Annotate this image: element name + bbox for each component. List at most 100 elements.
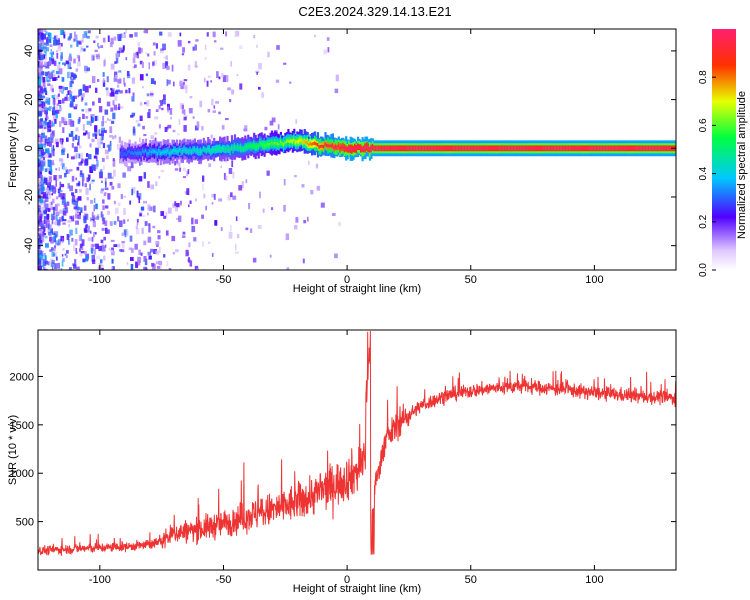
spectrogram-noise-cell	[52, 206, 56, 211]
spectrogram-noise-cell	[110, 87, 113, 91]
spectrogram-noise-cell	[335, 74, 339, 82]
spectrogram-noise-cell	[213, 105, 216, 109]
x-tick-label: -100	[89, 574, 111, 586]
spectrogram-noise-cell	[41, 42, 44, 50]
spectrogram-noise-cell	[53, 232, 56, 236]
spectrogram-ridge-cell	[270, 141, 274, 145]
spectrogram-marks	[38, 29, 676, 270]
spectrogram-noise-cell	[90, 116, 93, 123]
spectrogram-noise-cell	[155, 250, 160, 255]
spectrogram-noise-cell	[62, 118, 67, 124]
spectrogram-noise-cell	[49, 141, 52, 147]
spectrogram-noise-cell	[83, 48, 86, 52]
spectrogram-noise-cell	[208, 163, 212, 168]
spectrogram-noise-cell	[65, 60, 69, 65]
x-tick-label: 100	[585, 574, 603, 586]
spectrogram-noise-cell	[88, 85, 91, 89]
spectrogram-noise-cell	[175, 206, 178, 212]
spectrogram-noise-cell	[105, 181, 107, 188]
spectrogram-noise-cell	[77, 213, 81, 220]
spectrogram-noise-cell	[55, 112, 58, 119]
spectrogram-ridge-cell	[601, 147, 604, 150]
spectrogram-noise-cell	[203, 77, 206, 83]
spectrogram-noise-cell	[81, 39, 84, 43]
spectrogram-ridge-cell	[597, 147, 600, 150]
spectrogram-noise-cell	[94, 125, 98, 132]
spectrogram-ridge-cell	[244, 145, 247, 150]
spectrogram-noise-cell	[144, 29, 149, 34]
spectrogram-ridge-cell	[346, 147, 349, 151]
spectrogram-noise-cell	[55, 240, 60, 245]
spectrogram-noise-cell	[64, 173, 67, 178]
spectrogram-noise-cell	[81, 158, 84, 162]
spectrogram-noise-cell	[112, 158, 115, 161]
spectrogram-noise-cell	[229, 99, 232, 103]
spectrogram-ridge-cell	[625, 147, 628, 150]
spectrogram-noise-cell	[121, 49, 125, 53]
spectrogram-noise-cell	[162, 62, 166, 69]
spectrogram-noise-cell	[160, 169, 165, 173]
spectrogram-noise-cell	[47, 160, 52, 167]
spectrogram-noise-cell	[61, 215, 64, 221]
spectrogram-noise-cell	[109, 141, 112, 146]
spectrogram-noise-cell	[80, 250, 85, 254]
spectrogram-noise-cell	[38, 171, 41, 179]
spectrogram-noise-cell	[69, 169, 73, 172]
spectrogram-noise-cell	[245, 227, 249, 231]
spectrogram-noise-cell	[109, 221, 113, 226]
spectrogram-noise-cell	[183, 125, 187, 132]
spectrogram-ridge-cell	[469, 147, 472, 150]
spectrogram-noise-cell	[91, 114, 96, 117]
spectrogram-noise-cell	[80, 207, 83, 213]
spectrogram-noise-cell	[93, 164, 96, 171]
spectrogram-ridge-cell	[309, 141, 312, 146]
spectrogram-ridge-cell	[181, 149, 185, 153]
spectrogram-noise-cell	[181, 53, 185, 56]
spectrogram-noise-cell	[117, 202, 121, 206]
x-tick-label: -100	[89, 274, 111, 286]
spectrogram-ridge-cell	[407, 147, 410, 150]
spectrogram-noise-cell	[75, 248, 78, 254]
spectrogram-ridge-cell	[649, 147, 652, 150]
spectrogram-noise-cell	[80, 160, 84, 164]
spectrogram-noise-cell	[53, 175, 57, 178]
spectrogram-noise-cell	[54, 263, 57, 270]
spectrogram-noise-cell	[203, 193, 206, 199]
spectrogram-noise-cell	[46, 122, 51, 127]
spectrogram-noise-cell	[226, 75, 229, 82]
spectrogram-ridge-cell	[622, 147, 625, 150]
spectrogram-ridge-cell	[526, 147, 529, 150]
spectrogram-noise-cell	[97, 265, 100, 270]
spectrogram-noise-cell	[144, 221, 148, 226]
spectrogram-ridge-cell	[647, 147, 650, 150]
spectrogram-ridge-cell	[297, 139, 300, 144]
spectrogram-noise-cell	[38, 252, 41, 260]
spectrogram-noise-cell	[40, 233, 44, 240]
spectrogram-noise-cell	[73, 206, 78, 210]
spectrogram-noise-cell	[38, 163, 40, 168]
spectrogram-noise-cell	[48, 176, 52, 183]
spectrogram-ridge-cell	[276, 142, 280, 146]
spectrogram-noise-cell	[131, 96, 135, 102]
spectrogram-ridge-cell	[281, 141, 284, 146]
spectrogram-noise-cell	[211, 202, 214, 205]
spectrogram-noise-cell	[104, 191, 107, 195]
spectrogram-noise-cell	[69, 94, 72, 100]
snr-background	[38, 330, 676, 570]
spectrogram-noise-cell	[92, 259, 96, 264]
spectrogram-noise-cell	[74, 31, 76, 37]
spectrogram-noise-cell	[111, 120, 115, 124]
spectrogram-noise-cell	[249, 228, 253, 233]
spectrogram-noise-cell	[95, 147, 99, 155]
spectrogram-ridge-cell	[517, 147, 520, 150]
spectrogram-ridge-cell	[345, 147, 348, 150]
spectrogram-ridge-cell	[603, 147, 606, 150]
spectrogram-ridge-cell	[124, 152, 127, 156]
spectrogram-noise-cell	[50, 236, 54, 244]
spectrogram-noise-cell	[47, 223, 50, 229]
spectrogram-noise-cell	[71, 198, 74, 204]
spectrogram-ridge-cell	[342, 145, 345, 149]
spectrogram-ridge-cell	[222, 146, 225, 151]
spectrogram-noise-cell	[194, 125, 199, 131]
spectrogram-ridge-cell	[637, 147, 640, 150]
